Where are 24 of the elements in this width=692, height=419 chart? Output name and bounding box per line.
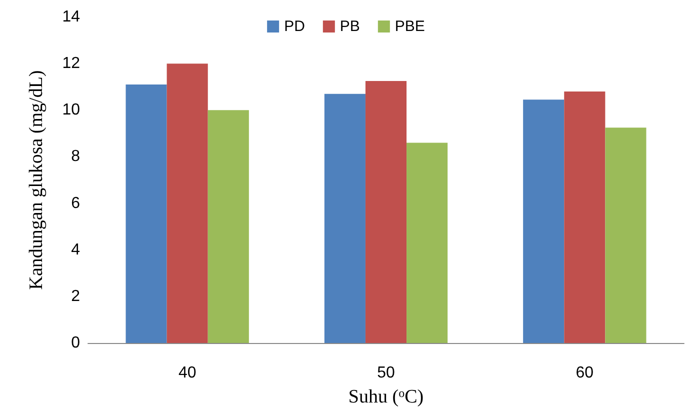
y-tick-label: 4 [71,241,80,258]
bar [324,94,366,343]
y-tick-label: 0 [71,334,80,352]
bar [208,110,249,343]
bar [406,142,448,343]
legend-label: PBE [394,18,425,35]
y-tick-label: 12 [62,55,80,72]
y-tick-label: 10 [62,102,80,119]
bar [166,64,208,343]
x-tick-label: 40 [178,364,196,382]
bar [126,84,167,343]
y-tick-label: 6 [71,194,80,212]
bar [605,128,646,343]
y-tick-label: 8 [71,148,80,166]
bar [564,92,606,343]
bar [523,100,564,343]
bar [365,81,407,343]
y-tick-label: 14 [62,8,80,26]
x-tick-label: 60 [576,364,594,382]
y-axis-title: Kandungan glukosa (mg/dL) [26,70,47,290]
y-tick-label: 2 [71,288,80,305]
legend-label: PD [284,18,306,35]
legend-label: PB [340,18,360,35]
x-tick-label: 50 [377,364,395,382]
